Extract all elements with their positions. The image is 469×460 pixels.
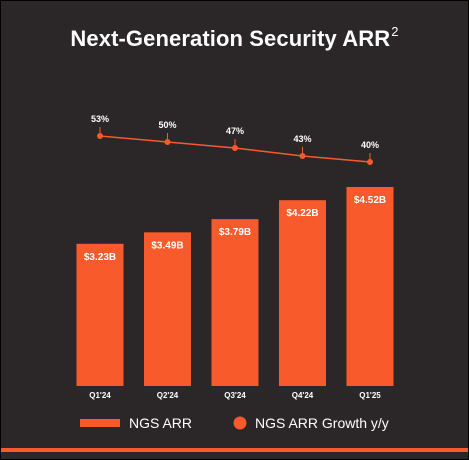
- x-tick-label: Q2'24: [157, 391, 179, 400]
- growth-point: [232, 145, 238, 151]
- growth-point: [97, 133, 103, 139]
- bar-value-label: $3.49B: [151, 240, 183, 251]
- bar-q124: [76, 243, 124, 386]
- bottom-accent-rule: [0, 448, 469, 452]
- bar-value-label: $3.23B: [84, 252, 116, 263]
- growth-label: 40%: [361, 140, 379, 150]
- bar-q224: [144, 232, 191, 386]
- bar-q424: [279, 200, 326, 386]
- growth-point: [164, 139, 171, 145]
- x-tick-label: Q1'25: [359, 391, 381, 400]
- x-tick-label: Q4'24: [292, 391, 314, 400]
- legend-line-label: NGS ARR Growth y/y: [255, 415, 389, 431]
- growth-label: 53%: [91, 114, 109, 124]
- chart-title: Next-Generation Security ARR2: [0, 24, 469, 52]
- x-tick-label: Q3'24: [224, 391, 246, 400]
- chart-title-superscript: 2: [391, 24, 399, 39]
- legend-line-swatch: [233, 416, 247, 430]
- bar-q324: [211, 219, 259, 386]
- growth-label: 47%: [226, 126, 244, 136]
- growth-label: 50%: [158, 120, 176, 130]
- x-tick-label: Q1'24: [89, 391, 111, 400]
- growth-point: [367, 159, 373, 165]
- chart-title-text: Next-Generation Security ARR: [70, 26, 391, 51]
- bar-value-label: $4.52B: [354, 195, 386, 206]
- legend-bar-label: NGS ARR: [129, 415, 192, 431]
- legend-bar-swatch: [80, 419, 120, 427]
- bar-value-label: $3.79B: [219, 227, 251, 238]
- growth-point: [299, 153, 306, 159]
- growth-label: 43%: [293, 134, 311, 144]
- bar-q125: [346, 187, 394, 386]
- bar-value-label: $4.22B: [286, 208, 318, 219]
